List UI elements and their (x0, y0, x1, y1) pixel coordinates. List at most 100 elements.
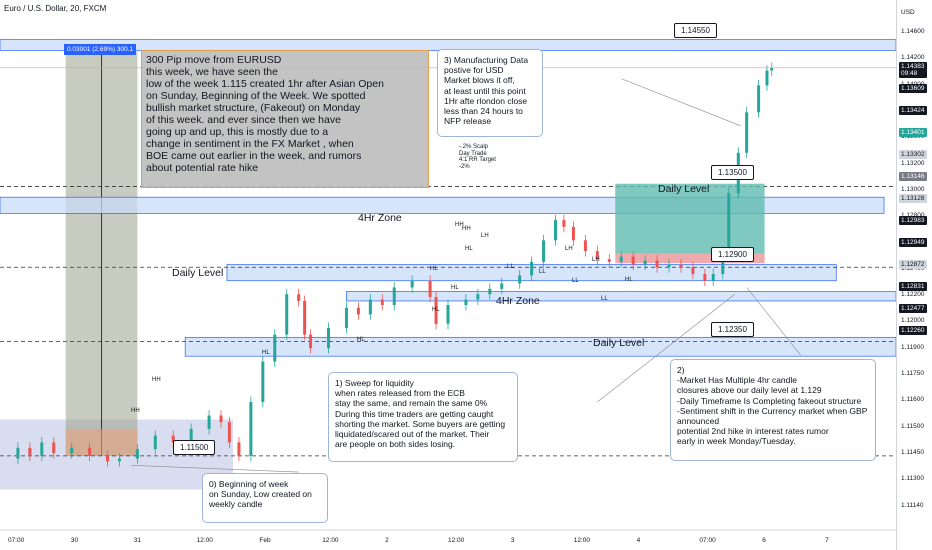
candle-body (410, 280, 414, 288)
zone-label-daily-low: Daily Level (593, 337, 645, 349)
price-tick-label: 1.11300 (901, 475, 925, 483)
level-tag-11500[interactable]: 1.11500 (173, 440, 216, 455)
trade-stop-box (615, 253, 765, 264)
candle-body (273, 334, 277, 362)
time-tick-label: 2 (385, 537, 389, 544)
pivot-label: LL (539, 269, 546, 275)
candle-body (518, 275, 522, 284)
pivot-label: HL (262, 350, 270, 356)
candle-body (476, 294, 480, 300)
time-tick-label: 31 (133, 537, 141, 544)
price-tag: 1.12949 (899, 238, 927, 247)
candle-body (70, 447, 74, 454)
candle-body (745, 112, 749, 153)
candle-body (88, 447, 92, 456)
candle-body (189, 428, 193, 443)
price-tick-label: 1.11600 (901, 396, 925, 404)
candle-body (52, 442, 56, 454)
price-tick-label: 1.11140 (901, 501, 924, 509)
candle-body (237, 442, 241, 456)
candle-body (562, 220, 566, 227)
candle-body (542, 240, 546, 262)
candle-body (727, 193, 731, 254)
price-tick-label: 1.14600 (901, 28, 925, 35)
pivot-label: HL (451, 285, 459, 291)
trade-target-box (615, 183, 765, 254)
measure-base (65, 428, 138, 456)
time-tick-label: 30 (70, 537, 79, 544)
price-tag: 1.12260 (899, 326, 927, 335)
callout-connector (621, 78, 741, 127)
candle-body (757, 85, 761, 113)
candle-body (309, 334, 313, 349)
level-tag-12350[interactable]: 1.12350 (711, 322, 754, 337)
pivot-label: LL (507, 264, 514, 270)
candle-body (446, 304, 450, 324)
price-tick-label: 1.13000 (901, 185, 925, 193)
candle-body (153, 435, 157, 450)
callout-connector (131, 465, 299, 473)
candle-body (691, 267, 695, 274)
level-tag-14550[interactable]: 1.14550 (674, 23, 717, 38)
price-tick-label: 1.12200 (901, 291, 925, 299)
pivot-label: LH (481, 233, 489, 239)
price-tag: 1.12477 (899, 304, 927, 313)
candle-body (655, 260, 659, 268)
candle-body (227, 422, 231, 443)
scalp-note: -.2% Scalp Day Trade 4:1 RR Target -2% (459, 144, 496, 170)
pivot-label: HL (625, 277, 633, 283)
price-tag: 1.13609 (899, 84, 927, 93)
pivot-label: LL (601, 296, 608, 302)
time-tick-label: 7 (825, 537, 829, 544)
time-tick-label: 4 (636, 537, 641, 544)
time-tick-label: 07:00 (8, 537, 25, 544)
candle-body (643, 260, 647, 265)
time-tick-label: 6 (762, 537, 766, 544)
pivot-label: HH (455, 222, 464, 228)
candle-body (667, 264, 671, 268)
price-tag: 1.13401 (899, 128, 927, 137)
price-tag: 1.13146 (899, 172, 927, 181)
candle-body (303, 300, 307, 335)
candle-body (428, 280, 432, 297)
price-tag: 1.14383 09:48 (899, 62, 927, 78)
candle-body (40, 442, 44, 456)
level-tag-13500[interactable]: 1.13500 (711, 165, 754, 180)
price-tick-label: 1.12800 (901, 212, 925, 219)
candle-body (595, 251, 599, 260)
pivot-label: HH (131, 408, 140, 414)
time-tick-label: 12:00 (573, 537, 590, 544)
pivot-label: HL (357, 337, 365, 343)
candle-body (583, 240, 587, 252)
price-tick-label: 1.11500 (901, 422, 925, 430)
price-tick-label: 1.11750 (901, 370, 925, 378)
candle-body (219, 415, 223, 423)
time-tick-label: 07:00 (699, 537, 716, 544)
candle-body (297, 294, 301, 301)
price-tag: 1.13128 (899, 194, 927, 203)
time-tick-label: 12:00 (448, 537, 465, 544)
candle-body (380, 299, 384, 305)
main-commentary: 300 Pip move from EURUSD this week, we h… (141, 50, 429, 188)
candle-body (721, 253, 725, 274)
candle-body (711, 274, 715, 281)
price-tick-label: 1.14200 (901, 54, 925, 62)
pivot-label: HL (432, 307, 440, 313)
candle-body (344, 307, 348, 328)
price-tick-label: 1.11900 (901, 343, 925, 351)
candle-body (530, 261, 534, 276)
time-tick-label: 12:00 (322, 537, 339, 544)
level-tag-12900[interactable]: 1.12900 (711, 247, 754, 262)
price-scale[interactable] (896, 0, 932, 550)
candle-body (631, 256, 635, 265)
candle-body (607, 259, 611, 262)
zone-label-4hr-low: 4Hr Zone (496, 295, 540, 307)
candle-body (765, 70, 769, 86)
candle-body (356, 307, 360, 315)
daily-level-label: Daily Level (658, 183, 710, 195)
note-manufacturing: 3) Manufacturing Data postive for USD Ma… (437, 49, 543, 137)
price-tag: 1.12983 (899, 216, 927, 225)
candle-body (703, 274, 707, 281)
